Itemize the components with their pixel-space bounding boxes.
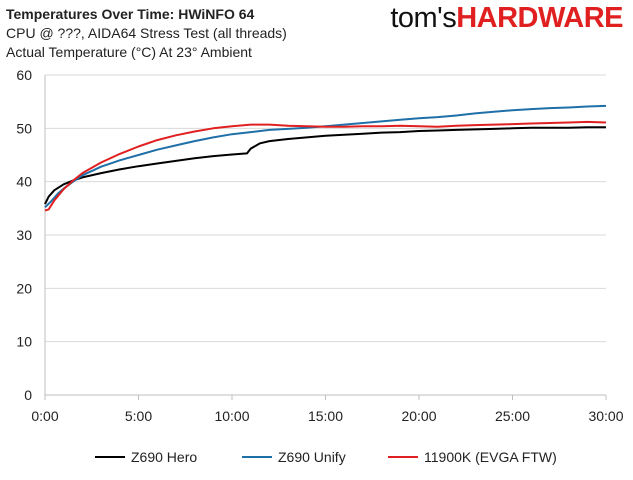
line-chart: 0 10 20 30 40 50 60 0:00 5:00 10:00 15:00 20:00 25:0… <box>16 67 623 424</box>
legend-label: 11900K (EVGA FTW) <box>424 449 557 465</box>
legend-label: Z690 Hero <box>131 449 198 465</box>
brand-logo: tom'sHARDWARE <box>390 2 623 35</box>
chart-header: Temperatures Over Time: HWiNFO 64 CPU @ … <box>6 4 287 62</box>
series-line-z690-unify <box>44 104 607 209</box>
chart-legend: Z690 Hero Z690 Unify 11900K (EVGA FTW) <box>0 449 633 469</box>
legend-swatch <box>242 456 272 458</box>
chart-title: Temperatures Over Time: HWiNFO 64 <box>6 6 255 22</box>
chart-subtitle-cpu: CPU @ ???, AIDA64 Stress Test (all threa… <box>6 25 287 41</box>
x-tick-label: 30:00 <box>588 408 623 424</box>
legend-item: Z690 Hero <box>95 449 197 465</box>
x-tick-label: 15:00 <box>308 408 343 424</box>
logo-part-hardware: HARDWARE <box>456 2 623 34</box>
y-tick-label: 0 <box>24 387 32 403</box>
y-tick-label: 30 <box>16 227 32 243</box>
x-tick-label: 10:00 <box>214 408 249 424</box>
chart-subtitle-temperature: Actual Temperature (°C) At 23° Ambient <box>6 44 252 60</box>
y-tick-label: 60 <box>16 67 32 83</box>
y-tick-label: 40 <box>16 174 32 190</box>
series-line-z690-hero <box>44 126 606 205</box>
logo-part-toms: tom's <box>390 2 457 34</box>
legend-item: 11900K (EVGA FTW) <box>388 449 557 465</box>
legend-swatch <box>95 456 125 458</box>
y-tick-label: 50 <box>16 120 32 136</box>
legend-swatch <box>388 456 418 458</box>
legend-label: Z690 Unify <box>278 449 346 465</box>
legend-item: Z690 Unify <box>242 449 346 465</box>
y-tick-label: 20 <box>16 280 32 296</box>
x-tick-label: 25:00 <box>495 408 530 424</box>
series-line-11900k-evga-ftw <box>44 120 607 212</box>
x-tick-label: 5:00 <box>125 408 152 424</box>
x-tick-label: 0:00 <box>31 408 58 424</box>
x-tick-label: 20:00 <box>401 408 436 424</box>
y-tick-label: 10 <box>16 334 32 350</box>
